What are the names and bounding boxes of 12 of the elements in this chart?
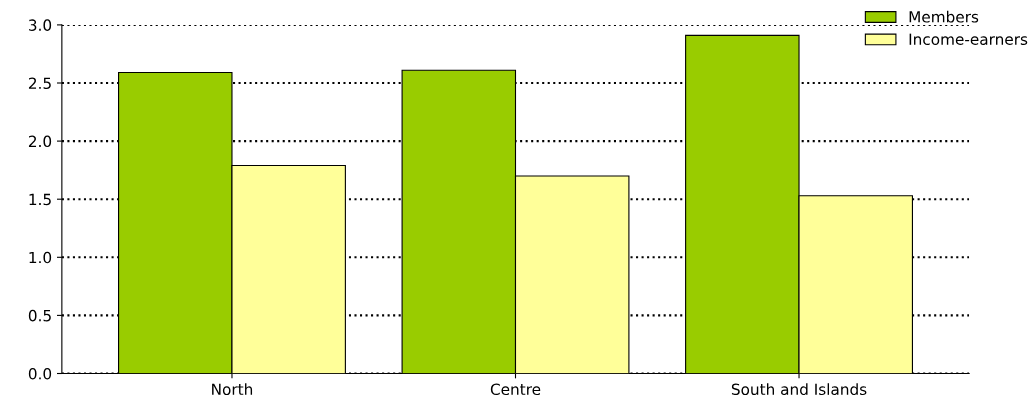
y-tick-label: 0.5 xyxy=(28,309,51,322)
legend-label: Income-earners xyxy=(909,33,1028,46)
y-tick-label: 2.0 xyxy=(28,135,52,148)
y-tick-label: 3.0 xyxy=(29,19,52,31)
y-tick-label: 2.5 xyxy=(28,77,51,90)
y-tick-label: 1.0 xyxy=(29,251,52,264)
y-tick-label: 1.5 xyxy=(29,193,51,206)
y-tick-label: 0.0 xyxy=(28,367,52,380)
legend-label: Members xyxy=(909,10,979,23)
x-tick-label: Centre xyxy=(490,383,541,396)
x-tick-label: North xyxy=(212,383,253,396)
x-tick-label: South and Islands xyxy=(731,383,867,396)
